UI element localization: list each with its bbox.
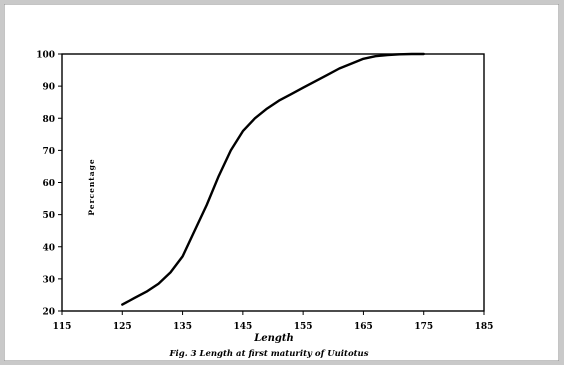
x-tick-label: 145: [233, 322, 252, 332]
x-tick-label: 155: [294, 322, 313, 332]
x-tick-label: 135: [173, 322, 192, 332]
plot-area: [61, 53, 485, 312]
y-tick-label: 50: [42, 211, 55, 221]
x-tick-label: 185: [475, 322, 494, 332]
y-tick-label: 90: [42, 83, 55, 93]
y-tick-label: 100: [36, 51, 55, 61]
x-tick-label: 125: [113, 322, 132, 332]
y-tick-label: 80: [42, 115, 55, 125]
y-tick-label: 30: [42, 275, 55, 285]
chart-figure: 20 30 40 50 60 70 80 90 100 115 125 135 145 155 165 17…: [4, 4, 559, 361]
figure-caption: Fig. 3 Length at first maturity of Uuito…: [168, 349, 368, 359]
y-tick-label: 60: [42, 179, 55, 189]
y-tick-label: 20: [42, 308, 55, 318]
y-axis-label: Percentage: [87, 158, 96, 215]
y-tick-label: 70: [42, 147, 55, 157]
x-axis-label: Length: [253, 333, 294, 344]
y-tick-label: 40: [42, 243, 55, 253]
x-tick-label: 175: [414, 322, 433, 332]
series-line: [121, 52, 425, 306]
x-tick-label: 165: [354, 322, 373, 332]
y-axis-ticks: 20 30 40 50 60 70 80 90 100: [36, 51, 62, 318]
x-axis-ticks: 115 125 135 145 155 165 175 185: [53, 311, 494, 332]
x-tick-label: 115: [53, 322, 72, 332]
